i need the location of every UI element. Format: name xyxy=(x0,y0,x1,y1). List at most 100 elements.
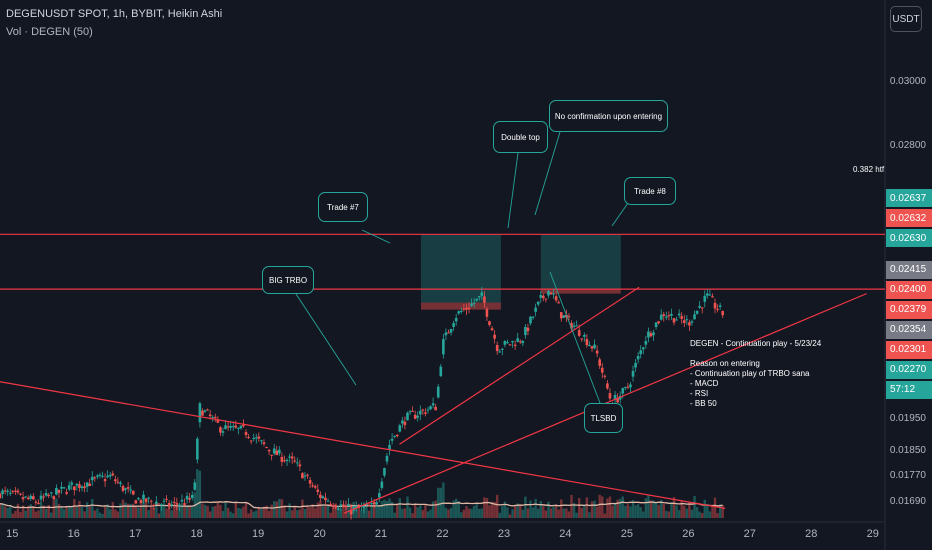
candle-body xyxy=(198,403,202,423)
volume-bar xyxy=(221,510,225,518)
volume-bar xyxy=(667,511,671,518)
candle-body xyxy=(380,481,384,488)
candle-body xyxy=(429,406,432,410)
volume-bar xyxy=(611,505,614,518)
volume-bar xyxy=(472,505,476,518)
volume-bar xyxy=(608,496,612,518)
volume-bar xyxy=(690,509,694,518)
candle-body xyxy=(303,475,307,477)
candle-body xyxy=(457,311,461,314)
volume-bar xyxy=(547,501,550,518)
volume-bar xyxy=(275,501,278,518)
volume-bar xyxy=(575,512,578,518)
candle-body xyxy=(93,477,97,479)
volume-bar xyxy=(150,505,153,518)
candle-body xyxy=(657,321,660,324)
volume-bar xyxy=(442,482,445,518)
volume-bar xyxy=(267,510,271,518)
volume-bar xyxy=(475,504,478,518)
candle-body xyxy=(67,485,71,490)
candle-body xyxy=(149,500,153,502)
volume-bar xyxy=(0,503,2,518)
candle-body xyxy=(547,290,550,296)
candle-body xyxy=(436,386,440,398)
volume-bar xyxy=(378,504,381,518)
volume-bar xyxy=(278,499,281,518)
volume-bar xyxy=(175,502,179,518)
candle-body xyxy=(460,310,463,312)
volume-bar xyxy=(11,513,15,518)
time-tick-label: 26 xyxy=(682,528,695,540)
candle-body xyxy=(452,323,455,327)
volume-bar xyxy=(303,509,307,518)
candle-body xyxy=(449,329,453,333)
candle-body xyxy=(288,456,291,458)
candle-body xyxy=(267,449,271,452)
candle-body xyxy=(39,495,43,500)
candle-body xyxy=(0,493,2,498)
volume-bar xyxy=(170,510,173,518)
volume-bar xyxy=(355,506,358,518)
volume-bar xyxy=(157,513,161,518)
candle-body xyxy=(185,496,189,500)
volume-bar xyxy=(501,506,504,518)
callout-big-trbo: BIG TRBO xyxy=(262,266,314,294)
volume-bar xyxy=(80,506,84,518)
volume-bar xyxy=(96,508,99,518)
volume-bar xyxy=(155,501,158,518)
volume-bar xyxy=(426,511,430,518)
candle-body xyxy=(78,484,81,488)
volume-bar xyxy=(626,504,630,518)
volume-bar xyxy=(675,505,678,518)
volume-bar xyxy=(629,506,632,518)
candle-body xyxy=(641,347,645,350)
candle-body xyxy=(372,502,376,505)
volume-bar xyxy=(196,469,199,518)
volume-bar xyxy=(226,508,230,518)
candle-body xyxy=(721,310,725,316)
volume-bar xyxy=(557,509,560,518)
candle-body xyxy=(493,334,496,339)
candle-body xyxy=(621,388,625,394)
currency-button[interactable]: USDT xyxy=(890,6,922,32)
candle-body xyxy=(667,315,671,317)
volume-bar xyxy=(480,508,484,518)
candle-body xyxy=(339,504,343,507)
volume-bar xyxy=(685,508,689,518)
volume-bar xyxy=(665,510,668,518)
trade-note-title: DEGEN - Continuation play - 5/23/24 xyxy=(690,339,822,348)
candle-body xyxy=(119,482,122,484)
candle-body xyxy=(652,332,655,336)
candle-body xyxy=(483,296,486,303)
candle-body xyxy=(65,492,68,494)
volume-bar xyxy=(180,506,184,518)
candle-body xyxy=(262,442,266,444)
candle-body xyxy=(257,436,261,439)
volume-bar xyxy=(255,510,258,518)
volume-bar xyxy=(467,508,471,518)
volume-bar xyxy=(460,512,463,518)
volume-bar xyxy=(65,506,68,518)
volume-bar xyxy=(413,503,417,518)
volume-bar xyxy=(536,508,540,518)
price-tick-label: 0.01950 xyxy=(889,412,926,424)
volume-bar xyxy=(298,509,302,518)
volume-bar xyxy=(57,503,61,518)
volume-bar xyxy=(383,499,386,518)
candle-body xyxy=(180,499,184,502)
candle-body xyxy=(131,490,135,495)
volume-bar xyxy=(103,506,107,518)
volume-bar xyxy=(316,502,319,518)
volume-bar xyxy=(3,506,7,518)
volume-bar xyxy=(431,501,435,518)
candle-body xyxy=(24,496,27,498)
volume-bar xyxy=(75,506,79,518)
volume-bar xyxy=(680,500,683,518)
volume-bar xyxy=(419,505,422,518)
candle-body xyxy=(365,504,368,506)
candle-body xyxy=(285,459,289,461)
volume-bar xyxy=(506,507,509,518)
volume-bar xyxy=(152,507,155,518)
candle-body xyxy=(498,351,502,353)
